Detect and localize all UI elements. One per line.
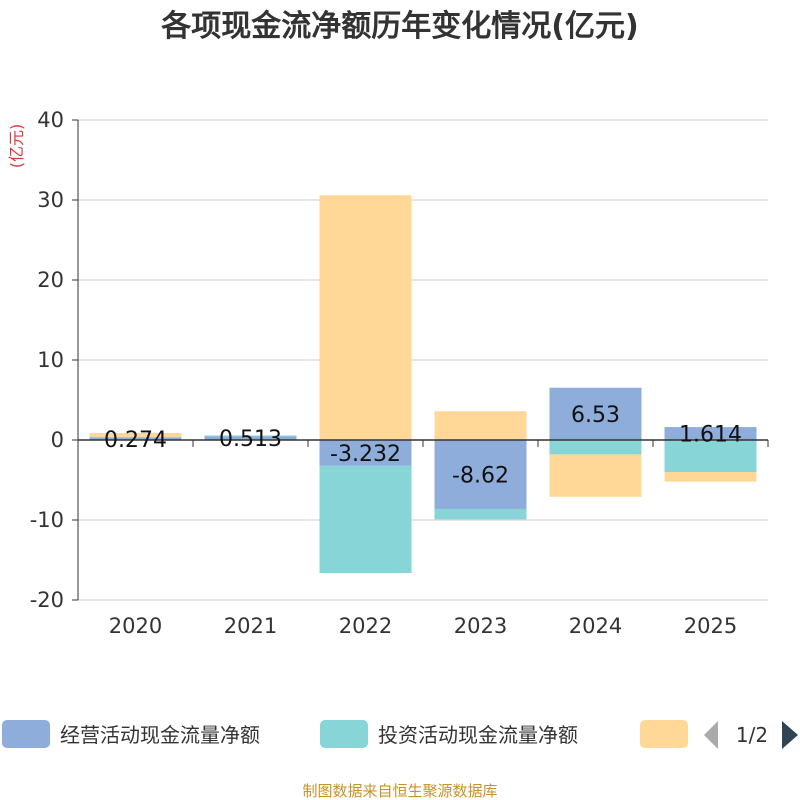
bar-series-2-2024 <box>549 454 642 497</box>
bar-layer <box>89 195 757 574</box>
y-tick-label: 10 <box>37 348 64 372</box>
x-tick-label: 2022 <box>339 614 392 638</box>
y-tick-label: 30 <box>37 188 64 212</box>
data-label: 0.274 <box>104 428 167 453</box>
y-tick-label: -20 <box>30 588 64 612</box>
legend-swatch-1[interactable] <box>320 720 368 748</box>
x-tick-label: 2024 <box>569 614 622 638</box>
data-label: 6.53 <box>571 403 620 428</box>
bar-series-1-2024 <box>549 440 642 455</box>
legend-label-0[interactable]: 经营活动现金流量净额 <box>60 723 260 747</box>
legend-prev-page-icon[interactable] <box>704 721 718 749</box>
data-label: -8.62 <box>452 463 509 488</box>
bar-series-0-2023 <box>434 440 527 509</box>
bar-series-2-2022 <box>319 195 412 440</box>
bar-series-1-2023 <box>434 508 527 520</box>
y-tick-label: 0 <box>51 428 64 452</box>
bar-series-2-2023 <box>434 411 527 440</box>
data-label: -3.232 <box>330 442 401 467</box>
bar-series-0-2024 <box>549 387 642 440</box>
grid-layer <box>78 119 768 601</box>
y-tick-label: 40 <box>37 108 64 132</box>
x-tick-label: 2023 <box>454 614 507 638</box>
source-note: 制图数据来自恒生聚源数据库 <box>302 782 497 800</box>
legend-swatch-2[interactable] <box>640 720 688 748</box>
bar-series-0-2021 <box>204 435 297 440</box>
data-label: 1.614 <box>679 423 742 448</box>
bar-series-2-2025 <box>664 472 757 482</box>
bar-series-1-2020 <box>89 437 182 439</box>
legend-page-indicator: 1/2 <box>736 723 768 747</box>
chart-title: 各项现金流净额历年变化情况(亿元) <box>160 9 638 44</box>
y-axis-unit-label: (亿元) <box>7 124 26 169</box>
y-tick-label: 20 <box>37 268 64 292</box>
bar-series-0-2020 <box>89 437 182 440</box>
data-label-layer: 0.274 0.513 -3.232 -8.62 6.53 1.614 <box>104 403 742 489</box>
axis-layer: -20 -10 0 10 20 30 40 2020 2021 2022 2023 2024 2025 <box>30 108 769 638</box>
legend-label-1[interactable]: 投资活动现金流量净额 <box>378 723 578 747</box>
legend-next-page-icon[interactable] <box>782 721 798 749</box>
y-tick-label: -10 <box>30 508 64 532</box>
bar-series-1-2021 <box>204 435 297 437</box>
legend[interactable]: 经营活动现金流量净额 投资活动现金流量净额 1/2 <box>2 720 798 749</box>
bar-series-0-2022 <box>319 440 412 466</box>
bar-series-0-2025 <box>664 427 757 440</box>
legend-swatch-0[interactable] <box>2 720 50 748</box>
bar-series-1-2022 <box>319 465 412 574</box>
x-tick-label: 2021 <box>224 614 277 638</box>
x-tick-label: 2025 <box>684 614 737 638</box>
bar-series-1-2025 <box>664 440 757 472</box>
x-tick-label: 2020 <box>109 614 162 638</box>
data-label: 0.513 <box>219 427 282 452</box>
bar-series-2-2020 <box>89 433 182 438</box>
